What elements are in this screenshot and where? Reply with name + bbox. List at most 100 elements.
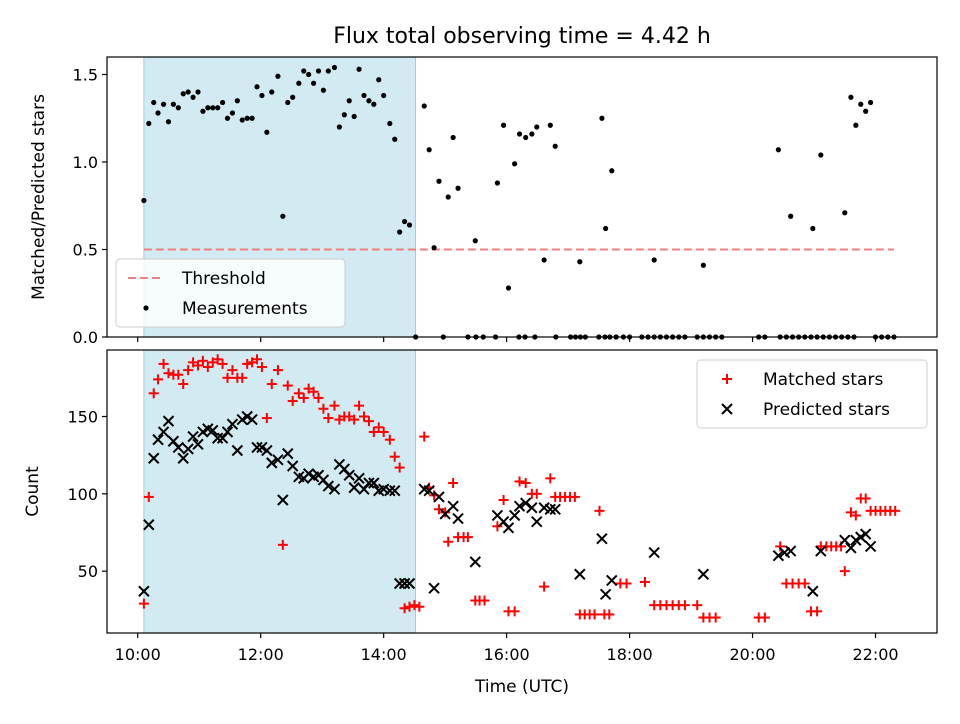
- bottom-series-0-point-118: [839, 566, 850, 577]
- top-series-0-point-39: [336, 124, 342, 130]
- bottom-series-1-point-71: [544, 503, 556, 515]
- bottom-series-1-point-1-d2: [143, 519, 155, 531]
- top-series-0-point-4: [160, 101, 167, 107]
- bottom-series-1-point-24-d2: [256, 441, 268, 454]
- bottom-series-1-point-68-d2: [526, 502, 538, 514]
- top-y-tick-label-1: 0.5: [73, 241, 98, 260]
- bottom-series-0-point-1: [143, 491, 154, 502]
- top-series-0-point-36: [320, 87, 327, 93]
- bottom-series-1: [138, 410, 877, 601]
- bottom-series-1-point-78: [697, 568, 710, 580]
- bottom-series-1-point-69: [531, 515, 543, 528]
- top-series-0-point-2: [151, 99, 157, 106]
- bottom-series-1-point-5: [162, 415, 175, 427]
- bottom-series-0-point-50: [389, 451, 400, 462]
- bottom-series-0-point-16: [217, 358, 228, 369]
- bottom-series-1-point-73: [574, 568, 586, 580]
- x-tick-label-1: 12:00: [238, 645, 284, 664]
- bottom-series-0-point-62: [448, 477, 459, 488]
- top-series-0-point-60: [455, 185, 461, 191]
- bottom-series-1-point-66: [513, 500, 526, 512]
- top-series-0-point-21: [244, 115, 250, 121]
- bottom-legend: Matched stars Predicted stars: [696, 359, 928, 429]
- bottom-series-1-point-42: [348, 481, 360, 494]
- bottom-series-0-point-110: [799, 578, 810, 589]
- top-series-0-point-58: [445, 194, 451, 200]
- bottom-series-0-point-76: [531, 488, 542, 499]
- bottom-series-0-point-31: [293, 388, 304, 399]
- bottom-series-0-point-42: [349, 414, 360, 425]
- bottom-series-1-point-25-d2: [261, 444, 273, 457]
- top-y-axis-label: Matched/Predicted stars: [29, 94, 49, 300]
- bottom-series-1-point-19: [231, 444, 244, 457]
- bottom-series-1-point-61: [469, 556, 481, 568]
- bottom-y-tick-label-2: 150: [67, 407, 98, 426]
- bottom-series-1-point-55: [423, 485, 435, 497]
- top-series-0-point-86: [858, 101, 864, 107]
- top-series-0-point-9: [185, 89, 191, 95]
- bottom-series-1-point-29: [282, 447, 294, 460]
- bottom-legend-label-1: Predicted stars: [763, 400, 890, 420]
- bottom-series-1-point-4-d2: [157, 426, 170, 438]
- bottom-series-0-point-5: [163, 368, 174, 379]
- panel-bottom-counts: 50 100 150 10:00 12:00 14:00 16:00 18:00 20:00 22…: [23, 349, 938, 664]
- top-series-0-point-34: [310, 80, 317, 86]
- bottom-series-0-point-21: [242, 358, 253, 369]
- top-series-0-point-55: [426, 147, 432, 153]
- bottom-series-1-point-76-d2: [606, 574, 618, 587]
- bottom-series-0-point-11: [192, 360, 203, 371]
- bottom-series-1-point-78-d2: [697, 568, 710, 580]
- bottom-series-1-point-65: [508, 509, 521, 522]
- x-tick-label-0: 10:00: [115, 645, 161, 664]
- bottom-series-0-point-65: [462, 532, 473, 543]
- bottom-series-1-point-38-d2: [328, 483, 341, 495]
- bottom-series-0-point-93: [639, 576, 650, 587]
- top-series-0-point-59: [450, 134, 456, 141]
- bottom-series-1-point-79-d2: [772, 549, 785, 562]
- top-series-0-point-3: [155, 110, 161, 116]
- bottom-series-1-point-2: [148, 452, 160, 464]
- top-series-0-point-43: [356, 66, 362, 72]
- bottom-series-0-point-78: [545, 473, 556, 484]
- top-series-0-point-53: [406, 222, 413, 228]
- top-series-0-point-11: [195, 89, 201, 95]
- bottom-series-1-point-17: [221, 426, 234, 438]
- bottom-series-1-point-21-d2: [241, 410, 253, 423]
- bottom-series-0-point-55: [414, 601, 425, 612]
- top-series-0-point-19: [234, 98, 240, 104]
- bottom-series-0-point-30: [287, 396, 298, 407]
- bottom-series-1-point-59: [447, 500, 459, 512]
- top-series-0-point-38: [331, 64, 338, 71]
- bottom-series-1-point-84: [839, 534, 851, 546]
- bottom-series-1-point-83-d2: [815, 545, 827, 557]
- bottom-series-1-point-11: [192, 438, 204, 451]
- bottom-series-0-point-9: [183, 365, 194, 376]
- bottom-series-1-point-56: [428, 582, 440, 594]
- bottom-series-1-point-77: [648, 546, 660, 559]
- top-series-0-point-23: [254, 84, 260, 90]
- bottom-series-1-point-1: [143, 519, 155, 531]
- bottom-series-1-point-48-d2: [377, 483, 390, 495]
- bottom-series-0-point-72: [509, 606, 520, 617]
- bottom-series-0-point-4: [158, 358, 169, 369]
- top-series-0-point-81: [810, 225, 816, 232]
- bottom-series-1-point-33-d2: [302, 468, 315, 480]
- top-series-0-point-37: [325, 68, 331, 74]
- bottom-series-1-point-40-d2: [338, 463, 351, 475]
- bottom-series-1-point-62-d2: [491, 509, 504, 522]
- bottom-series-1-point-41: [343, 469, 355, 481]
- bottom-axes-frame: [106, 349, 938, 634]
- top-series-0-point-32: [301, 68, 307, 74]
- bottom-series-0-point-120: [850, 510, 861, 521]
- bottom-series-1-point-41-d2: [343, 469, 355, 481]
- bottom-series-0-point-3: [153, 374, 164, 385]
- top-series-0-point-78: [700, 262, 706, 268]
- bottom-legend-swatch-1: [721, 403, 733, 415]
- bottom-series-1-point-51-d2: [393, 577, 406, 590]
- top-series-0-point-7: [175, 105, 181, 111]
- top-series-0-point-29: [285, 99, 291, 106]
- bottom-series-0-point-105: [759, 612, 770, 623]
- bottom-series-0-point-26: [266, 379, 277, 390]
- bottom-series-0-point-44: [358, 411, 369, 422]
